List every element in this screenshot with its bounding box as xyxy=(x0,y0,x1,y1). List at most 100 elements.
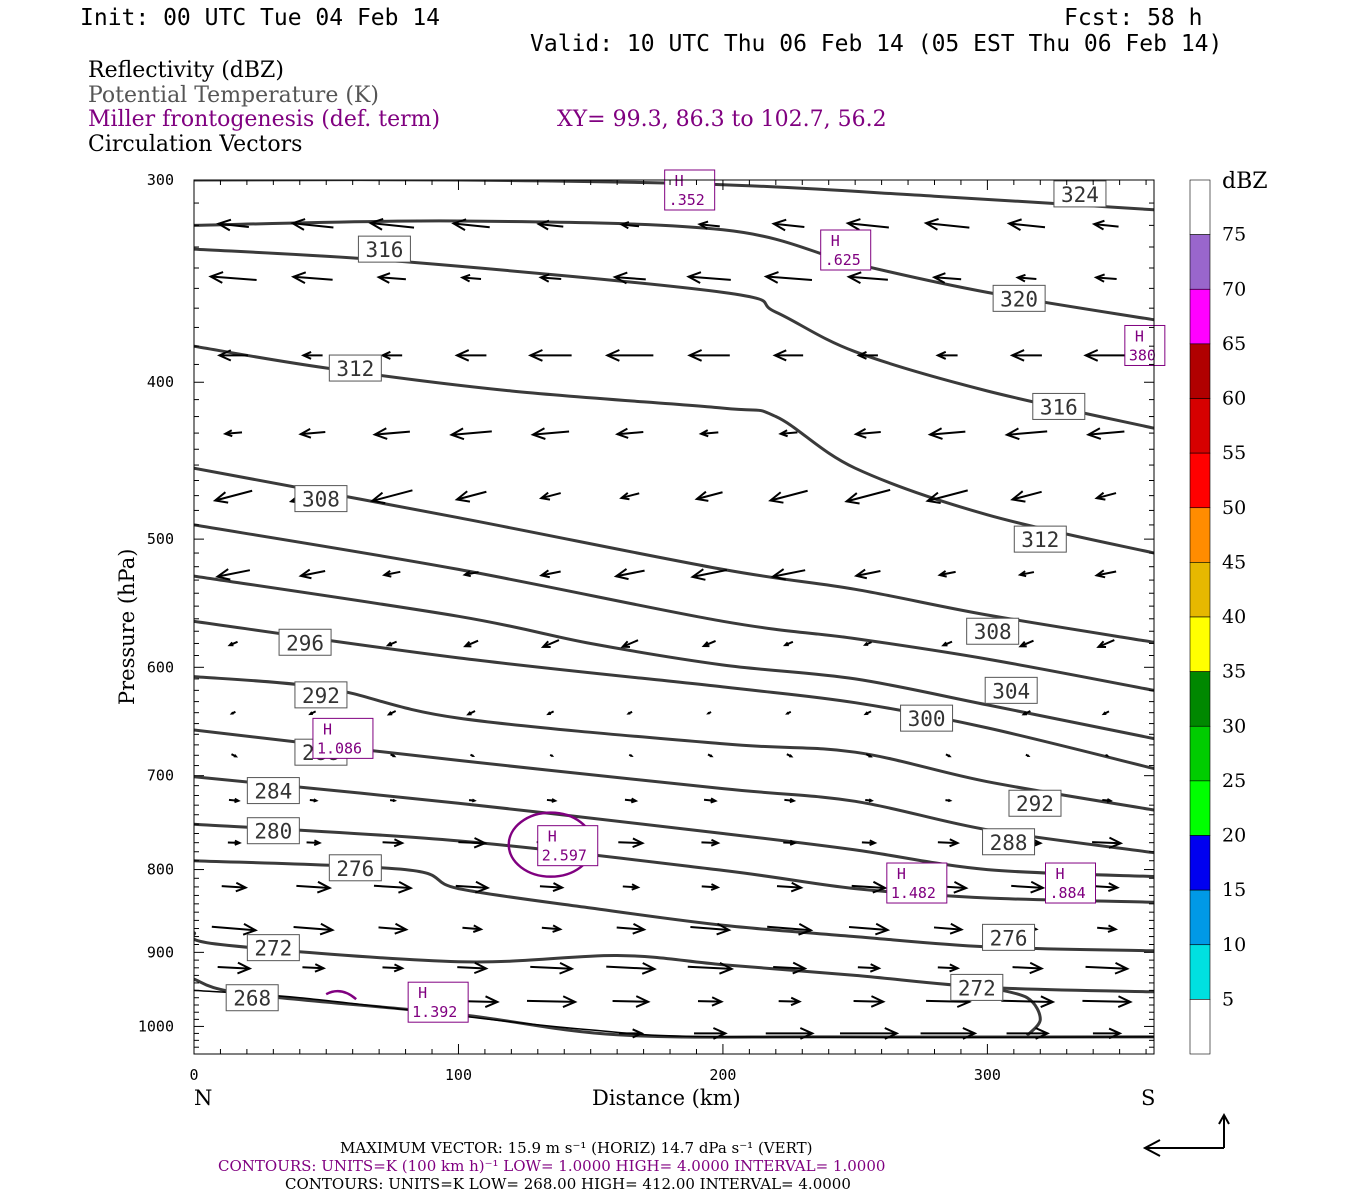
circulation-vector xyxy=(454,490,487,503)
vector-shaft xyxy=(540,276,562,281)
circulation-vector xyxy=(615,427,644,439)
vector-shaft xyxy=(857,966,879,970)
vector-shaft xyxy=(302,966,324,970)
circulation-vector xyxy=(228,797,241,804)
vector-shaft xyxy=(378,926,407,931)
vector-head xyxy=(1114,961,1130,975)
fronto-max-1.392: H1.392 xyxy=(407,981,469,1023)
circulation-vector xyxy=(1025,753,1031,757)
circulation-vector xyxy=(612,271,646,285)
vector-shaft xyxy=(621,492,640,499)
vector-shaft xyxy=(541,926,561,931)
vector-head xyxy=(1096,640,1107,649)
circulation-vector xyxy=(1085,427,1125,440)
vector-head xyxy=(1083,349,1099,362)
vector-shaft xyxy=(622,885,638,889)
theta-label-box xyxy=(246,777,300,805)
circulation-vector xyxy=(694,490,723,502)
vector-shaft xyxy=(939,570,956,576)
vector-shaft xyxy=(532,430,570,436)
circulation-vector xyxy=(1096,639,1115,649)
vector-shaft xyxy=(453,222,490,229)
circulation-vector xyxy=(368,218,415,231)
circulation-vector xyxy=(454,349,487,362)
vector-shaft xyxy=(462,926,482,931)
surface-line xyxy=(194,989,1154,1039)
circulation-vector xyxy=(1101,710,1110,716)
vector-head xyxy=(473,961,489,975)
vector-shaft xyxy=(1085,965,1128,970)
vector-shaft xyxy=(373,884,411,890)
vector-head xyxy=(790,996,802,1007)
theta-label-box xyxy=(1013,525,1067,553)
vector-head xyxy=(290,218,306,231)
vector-head xyxy=(615,427,629,439)
circulation-vector xyxy=(1001,995,1056,1009)
fronto-contour-1.392 xyxy=(325,989,357,1001)
theta-contour-276 xyxy=(194,859,1154,953)
vector-head xyxy=(694,490,709,502)
vector-head xyxy=(630,754,634,757)
vector-shaft xyxy=(1097,926,1116,931)
fronto-max-.884: H.884 xyxy=(1045,862,1097,904)
vector-head xyxy=(632,837,645,849)
vector-shaft xyxy=(687,965,732,970)
circulation-vector xyxy=(526,995,578,1008)
circulation-vector xyxy=(389,798,398,803)
vector-head xyxy=(398,881,414,894)
vector-shaft xyxy=(1094,223,1119,228)
circulation-vector xyxy=(449,427,492,441)
vector-head xyxy=(1035,1027,1050,1040)
vector-head xyxy=(868,798,874,803)
vector-shaft xyxy=(300,570,326,577)
circulation-vector xyxy=(920,1027,978,1040)
theta-label-284: 284 xyxy=(246,777,300,805)
fronto-max-h: H xyxy=(1056,865,1065,883)
theta-label-text: 292 xyxy=(302,684,340,708)
circulation-vector xyxy=(302,963,327,973)
vector-shaft xyxy=(766,275,813,281)
vector-shaft xyxy=(848,925,888,932)
circulation-vector xyxy=(771,218,805,232)
vector-head xyxy=(630,797,639,804)
vector-head xyxy=(1085,427,1102,440)
vector-head xyxy=(1009,349,1025,362)
circulation-vector xyxy=(767,923,814,936)
circulation-vector xyxy=(935,350,958,360)
vector-shaft xyxy=(1082,999,1131,1003)
circulation-vector xyxy=(1006,218,1046,231)
circulation-vector xyxy=(694,1027,728,1040)
circulation-vector xyxy=(1097,924,1119,933)
colorbar-level-65: 65 xyxy=(1222,333,1246,355)
fronto-max-value: 1.086 xyxy=(317,739,362,757)
vector-head xyxy=(869,963,882,973)
theta-label-text: 312 xyxy=(336,357,374,381)
colorbar-swatch xyxy=(1189,562,1211,618)
vector-shaft xyxy=(856,570,881,577)
circulation-vector xyxy=(1082,995,1133,1008)
vector-head xyxy=(923,218,939,231)
circulation-vector xyxy=(390,753,397,758)
theta-label-320: 320 xyxy=(992,284,1046,312)
vector-head xyxy=(451,218,467,231)
vector-head xyxy=(635,995,651,1008)
vector-shaft xyxy=(1096,492,1117,500)
circulation-vector xyxy=(1006,1027,1050,1040)
circulation-vector xyxy=(701,883,721,891)
circulation-vector xyxy=(701,838,721,847)
theta-label-text: 316 xyxy=(1040,395,1078,419)
vector-head xyxy=(697,220,709,230)
circulation-vector xyxy=(540,639,560,648)
theta-label-308: 308 xyxy=(966,617,1020,645)
vector-head xyxy=(937,570,947,578)
circulation-vector xyxy=(541,924,563,933)
circulation-vector xyxy=(298,428,326,439)
vector-shaft xyxy=(217,966,250,970)
vector-shaft xyxy=(699,223,720,228)
vector-shaft xyxy=(617,430,644,436)
colorbar-level-45: 45 xyxy=(1222,551,1246,573)
vector-head xyxy=(222,429,233,438)
vector-head xyxy=(632,922,647,935)
vector-head xyxy=(1029,961,1045,975)
vector-head xyxy=(770,568,786,581)
